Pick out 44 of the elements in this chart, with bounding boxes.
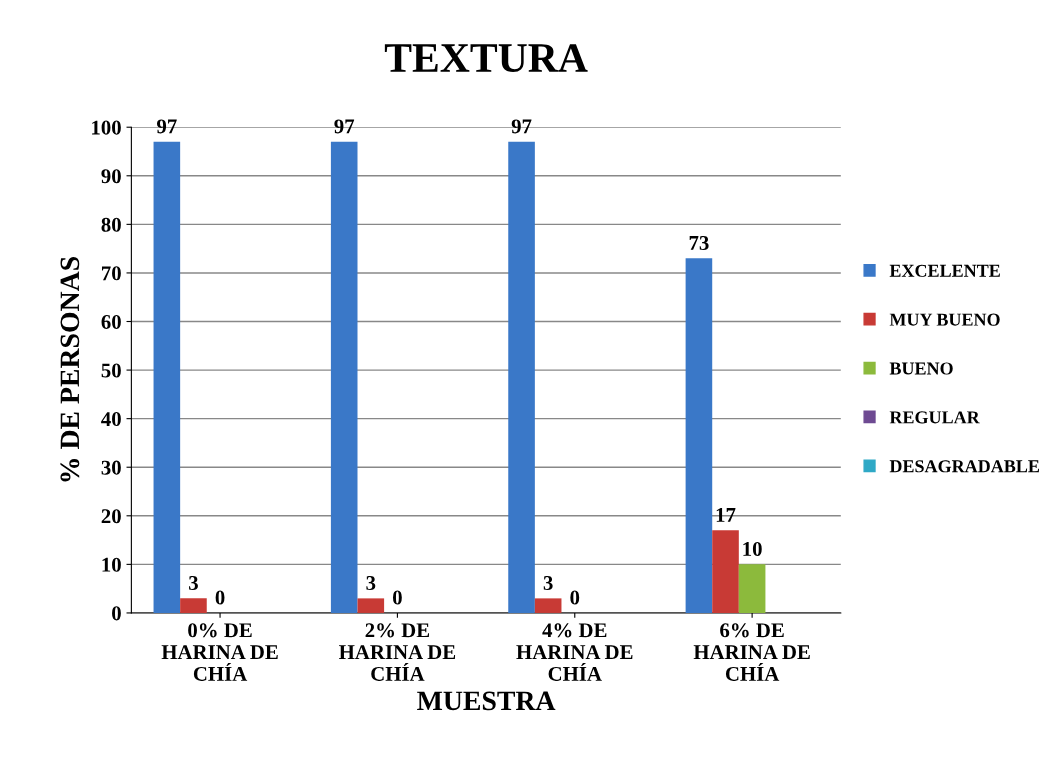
bar (330, 141, 358, 613)
legend-label: DESAGRADABLE (889, 460, 1039, 473)
y-tick-label: 0 (112, 606, 121, 621)
x-tick-label: 4% DE HARINA DE CHÍA (516, 623, 633, 681)
data-label: 73 (689, 235, 709, 250)
y-tick-label: 60 (101, 314, 121, 329)
bar (738, 564, 766, 613)
chart-title: TEXTURA (384, 44, 588, 73)
data-label: 0 (215, 590, 225, 605)
y-tick-label: 90 (101, 169, 121, 184)
bar (508, 141, 535, 613)
bar (357, 598, 385, 613)
data-label: 3 (366, 575, 376, 590)
data-label: 0 (570, 590, 580, 605)
legend-label: EXCELENTE (889, 264, 1000, 277)
bar (180, 598, 207, 613)
legend-label: REGULAR (889, 411, 980, 424)
data-label: 3 (189, 575, 198, 590)
bar (534, 598, 562, 613)
y-tick-label: 70 (102, 266, 121, 281)
x-axis-title: MUESTRA (417, 691, 556, 711)
y-tick-label: 50 (101, 363, 121, 378)
y-tick-label: 80 (101, 217, 121, 232)
y-tick-label: 10 (102, 557, 121, 572)
data-label: 0 (393, 590, 402, 605)
x-tick-label: 2% DE HARINA DE CHÍA (339, 623, 456, 681)
data-label: 3 (543, 575, 553, 590)
data-label: 97 (334, 119, 355, 134)
x-tick-label: 0% DE HARINA DE CHÍA (161, 623, 278, 681)
bar (712, 530, 739, 613)
x-tick-label: 6% DE HARINA DE CHÍA (693, 623, 810, 681)
legend-label: MUY BUENO (889, 313, 1000, 326)
y-tick-label: 40 (101, 412, 121, 427)
data-label: 17 (716, 508, 736, 522)
data-label: 97 (157, 119, 177, 134)
y-axis-title: % DE PERSONAS (60, 257, 80, 482)
bar (153, 141, 181, 613)
y-tick-label: 100 (92, 120, 121, 135)
data-label: 10 (743, 541, 762, 556)
y-tick-label: 20 (101, 509, 121, 524)
legend-label: BUENO (889, 362, 953, 375)
data-label: 97 (511, 119, 532, 134)
y-tick-label: 30 (101, 460, 121, 475)
bar (685, 258, 713, 613)
